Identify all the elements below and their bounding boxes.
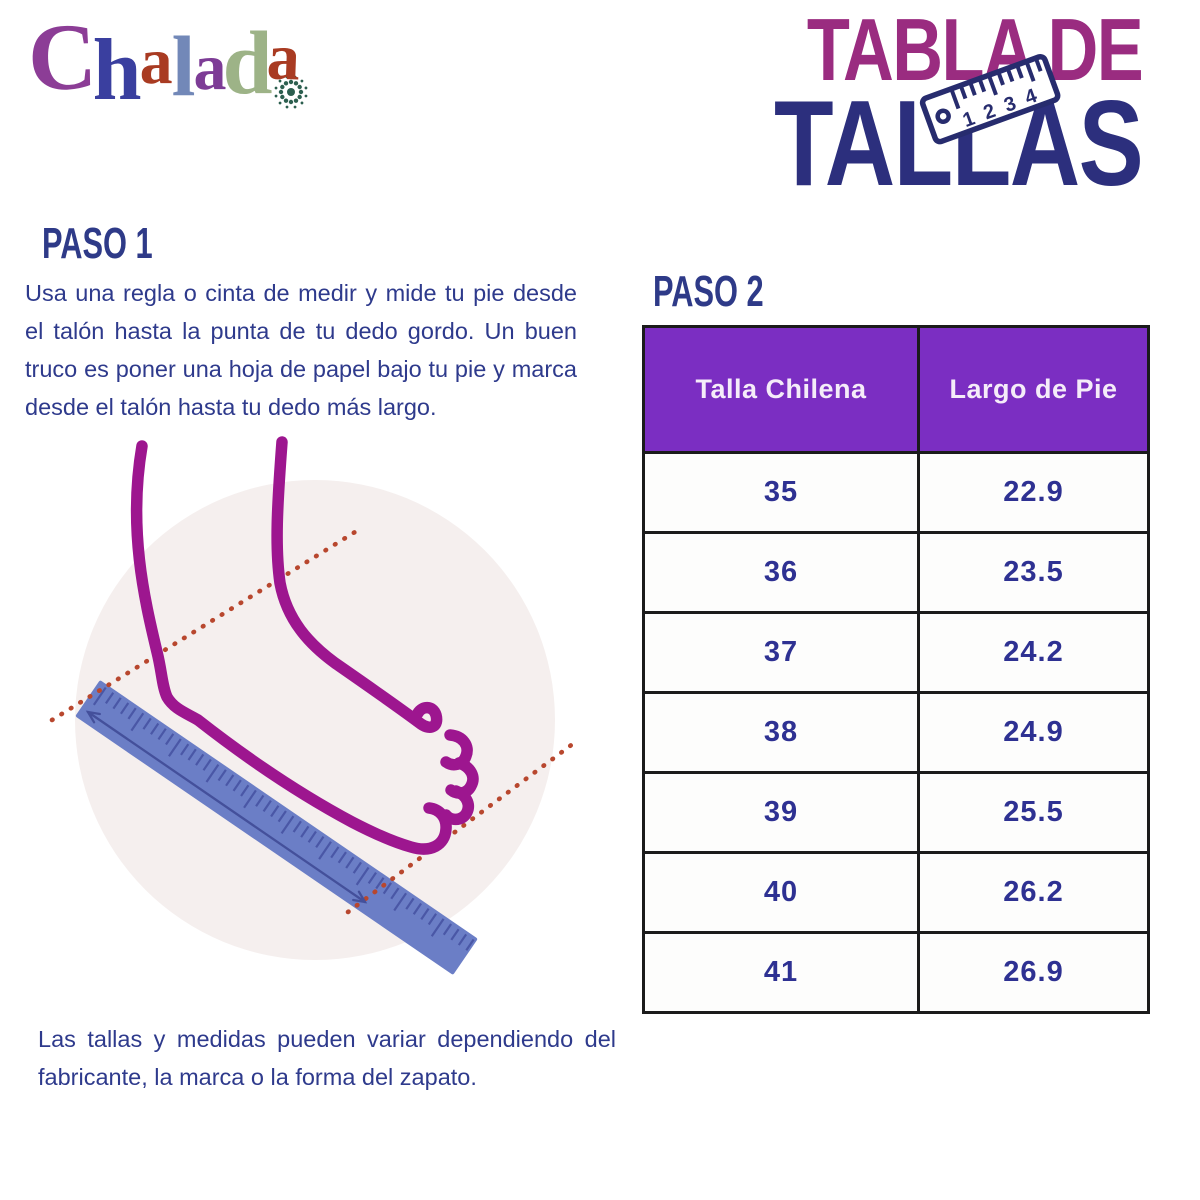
heel-dotted-line: [49, 529, 358, 723]
toe-dotted-line: [345, 737, 581, 915]
largo-value: 26.9: [917, 931, 1150, 1014]
logo-letter: d: [222, 14, 273, 113]
talla-value: 38: [642, 691, 920, 774]
size-table-row: 40 26.2: [642, 851, 1150, 934]
foot-measurement-illustration: [30, 420, 590, 980]
largo-value: 24.2: [917, 611, 1150, 694]
talla-value: 35: [642, 451, 920, 534]
talla-value: 40: [642, 851, 920, 934]
logo-letter: a: [193, 31, 227, 104]
logo-letter: h: [92, 22, 142, 119]
size-table: Talla Chilena Largo de Pie 35 22.9 36 23.5 3…: [642, 325, 1150, 1014]
size-table-row: 41 26.9: [642, 931, 1150, 1014]
talla-value: 41: [642, 931, 920, 1014]
talla-value: 37: [642, 611, 920, 694]
logo-letter: a: [139, 25, 173, 98]
size-table-header-row: Talla Chilena Largo de Pie: [642, 325, 1150, 454]
foot-outline: [130, 436, 479, 855]
disclaimer-note: Las tallas y medidas pueden variar depen…: [38, 1026, 616, 1090]
largo-value: 23.5: [917, 531, 1150, 614]
step2-heading: PASO 2: [653, 267, 764, 316]
largo-value: 24.9: [917, 691, 1150, 774]
logo-letter: l: [171, 18, 196, 114]
measure-arrow: [85, 710, 368, 904]
size-table-row: 37 24.2: [642, 611, 1150, 694]
ruler-graphic: [75, 680, 478, 975]
size-table-row: 39 25.5: [642, 771, 1150, 854]
size-table-row: 35 22.9: [642, 451, 1150, 534]
talla-value: 36: [642, 531, 920, 614]
logo-letter: a: [265, 20, 301, 95]
size-table-row: 38 24.9: [642, 691, 1150, 774]
logo-flower-ornament: [271, 72, 311, 116]
logo-letter: C: [26, 2, 99, 112]
column-header-talla-chilena: Talla Chilena: [642, 325, 920, 454]
largo-value: 26.2: [917, 851, 1150, 934]
largo-value: 25.5: [917, 771, 1150, 854]
largo-value: 22.9: [917, 451, 1150, 534]
brand-logo: Chalada: [26, 2, 348, 130]
size-table-row: 36 23.5: [642, 531, 1150, 614]
talla-value: 39: [642, 771, 920, 854]
step1-heading: PASO 1: [42, 219, 153, 268]
page-title: TABLA DE TALLAS: [682, 6, 1144, 205]
column-header-largo-de-pie: Largo de Pie: [917, 325, 1150, 454]
step1-instructions: Usa una regla o cinta de medir y mide tu…: [25, 280, 577, 420]
